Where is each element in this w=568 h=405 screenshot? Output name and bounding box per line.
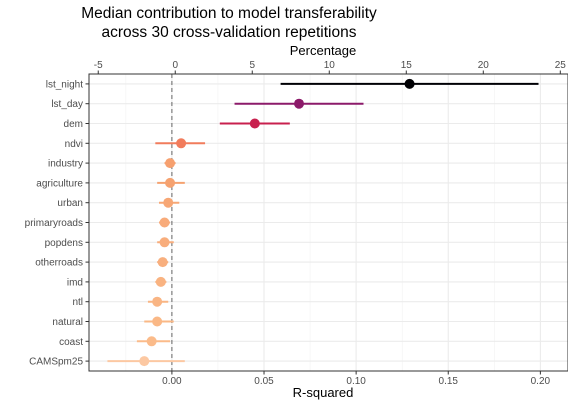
median-point-lst_night <box>404 78 415 89</box>
median-point-coast <box>146 336 157 347</box>
y-tick-label: popdens <box>45 238 83 249</box>
median-point-popdens <box>159 237 170 248</box>
point-lst_night <box>280 78 539 89</box>
x2-tick-label: -5 <box>94 60 103 71</box>
x-tick-label: 0.20 <box>531 376 551 387</box>
secondary-x-axis-title: Percentage <box>290 43 357 58</box>
y-tick-label: CAMSpm25 <box>29 357 83 368</box>
y-tick-label: imd <box>67 277 83 288</box>
x2-tick-label: 20 <box>478 60 490 71</box>
median-point-lst_day <box>294 98 305 109</box>
y-tick-label: dem <box>64 119 83 130</box>
x-tick-label: 0.00 <box>162 376 182 387</box>
median-point-agriculture <box>165 177 176 188</box>
y-tick-label: ndvi <box>65 139 83 150</box>
x2-tick-label: 0 <box>172 60 178 71</box>
median-point-otherroads <box>157 257 168 268</box>
point-CAMSpm25 <box>107 356 185 367</box>
point-ntl <box>147 296 169 307</box>
median-point-industry <box>165 158 176 169</box>
x2-tick-label: 10 <box>324 60 336 71</box>
y-tick-label: coast <box>59 337 83 348</box>
secondary-x-axis: -5 0 5 10 15 20 25 <box>94 60 567 74</box>
y-tick-label: lst_day <box>51 99 83 110</box>
point-primaryroads <box>159 217 171 228</box>
x-axis-title: R-squared <box>293 385 354 400</box>
median-point-imd <box>155 276 166 287</box>
point-coast <box>136 336 171 347</box>
point-lst_day <box>234 98 364 109</box>
point-urban <box>159 197 180 208</box>
point-popdens <box>157 237 174 248</box>
median-point-ntl <box>152 296 163 307</box>
median-point-dem <box>249 118 260 129</box>
y-tick-label: natural <box>52 317 83 328</box>
chart-title-line-2: across 30 cross-validation repetitions <box>101 24 356 41</box>
median-point-natural <box>152 316 163 327</box>
y-tick-label: primaryroads <box>25 218 83 229</box>
point-natural <box>144 316 174 327</box>
y-tick-label: otherroads <box>35 258 83 269</box>
x-tick-label: 0.15 <box>439 376 459 387</box>
point-agriculture <box>157 177 185 188</box>
chart-title-line-1: Median contribution to model transferabi… <box>81 5 377 22</box>
y-tick-label: ntl <box>72 297 83 308</box>
y-tick-label: urban <box>57 198 83 209</box>
x-tick-label: 0.05 <box>254 376 274 387</box>
x2-tick-label: 15 <box>401 60 413 71</box>
median-point-primaryroads <box>159 217 170 228</box>
point-dem <box>219 118 290 129</box>
x2-tick-label: 5 <box>249 60 255 71</box>
x2-tick-label: 25 <box>555 60 567 71</box>
y-tick-label: lst_night <box>46 79 83 90</box>
median-point-ndvi <box>176 138 187 149</box>
point-imd <box>155 276 167 287</box>
point-industry <box>164 158 176 169</box>
median-point-urban <box>163 197 174 208</box>
y-tick-label: agriculture <box>36 178 83 189</box>
y-tick-label: industry <box>48 159 83 170</box>
data-marks <box>107 78 539 367</box>
x-axis: 0.00 0.05 0.10 0.15 0.20 <box>162 371 551 387</box>
point-otherroads <box>157 257 169 268</box>
point-ndvi <box>155 138 206 149</box>
median-point-CAMSpm25 <box>139 356 150 367</box>
x-tick-label: 0.10 <box>346 376 366 387</box>
